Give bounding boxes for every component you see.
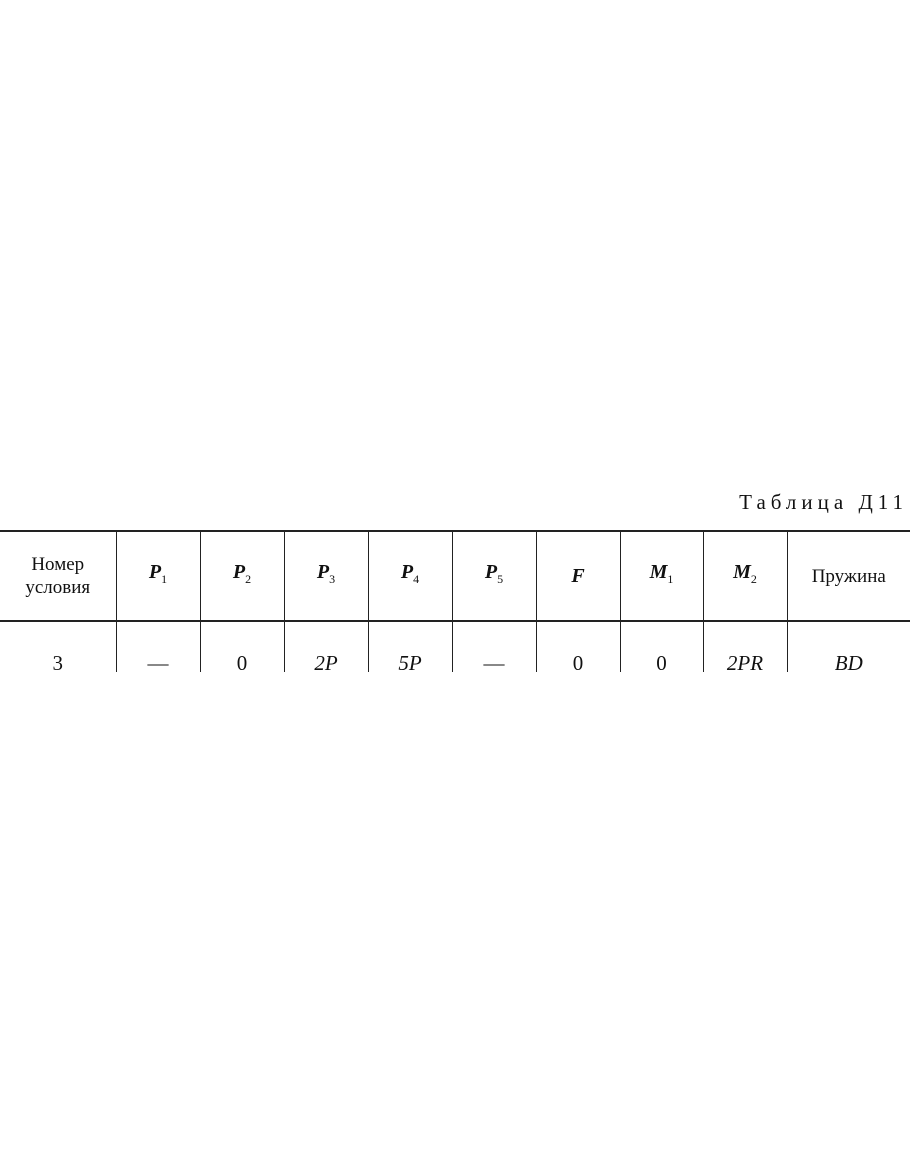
header-f: F [535,531,620,621]
table-row: 3 — 0 2P 5P — 0 0 2PR BD [0,621,910,672]
cell: 3 [52,651,64,672]
header-p2: P2 [199,531,284,621]
table-title: Таблица Д11 [739,490,908,514]
data-table: Номер условия P1 P2 P3 P4 P5 F M1 M2 Пру… [0,530,910,672]
cell: 2P [283,621,368,672]
cell: — [451,621,536,672]
cell: BD [786,621,910,672]
header-p3: P3 [283,531,368,621]
cell: 2PR [702,621,787,672]
header-m2: M2 [702,531,787,621]
header-spring: Пружина [786,531,910,621]
cell: 5P [367,621,452,672]
header-m1: M1 [619,531,703,621]
cell: 0 [199,621,284,672]
header-p5: P5 [451,531,536,621]
header-condition-number: Номер условия [25,554,91,598]
cell: 0 [535,621,620,672]
header-row: Номер условия P1 P2 P3 P4 P5 F M1 M2 Пру… [0,531,910,621]
header-p1: P1 [115,531,200,621]
cell: — [115,621,200,672]
cell: 0 [619,621,703,672]
header-p4: P4 [367,531,452,621]
